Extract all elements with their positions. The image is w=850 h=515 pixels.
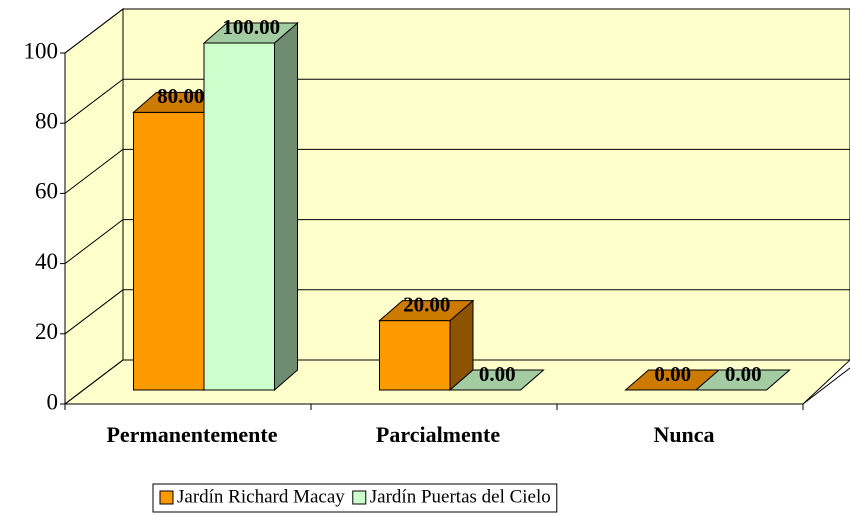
y-tick-label: 80 bbox=[35, 108, 58, 133]
floor-edge bbox=[802, 367, 850, 405]
legend: Jardín Richard Macay Jardín Puertas del C… bbox=[152, 483, 558, 513]
grid-line bbox=[64, 359, 850, 405]
bar-front bbox=[379, 320, 451, 391]
data-label: 0.00 bbox=[654, 362, 691, 386]
side-wall bbox=[64, 7, 124, 406]
bar-side bbox=[274, 21, 298, 392]
grid-line bbox=[64, 289, 850, 335]
legend-swatch bbox=[159, 490, 174, 505]
bar-top bbox=[378, 300, 475, 322]
bar-front bbox=[203, 42, 275, 391]
y-tick-label: 60 bbox=[35, 179, 58, 204]
legend-label: Jardín Puertas del Cielo bbox=[370, 486, 551, 507]
data-label: 80.00 bbox=[157, 84, 204, 108]
x-tick-label: Parcialmente bbox=[376, 422, 500, 447]
bar bbox=[378, 299, 475, 392]
grid-line bbox=[64, 8, 850, 54]
bar bbox=[448, 369, 545, 391]
y-tick-label: 100 bbox=[24, 38, 59, 63]
y-tick-label: 40 bbox=[35, 249, 58, 274]
bar-front bbox=[133, 111, 205, 391]
grid-line bbox=[64, 78, 850, 124]
bar bbox=[202, 21, 299, 392]
x-tick-label: Permanentemente bbox=[106, 422, 277, 447]
legend-label: Jardín Richard Macay bbox=[177, 486, 345, 507]
bar-top bbox=[448, 369, 545, 391]
plot: 80.00 20.00 0.00 100.00 0.00 0.00 bbox=[132, 15, 791, 392]
data-label: 0.00 bbox=[479, 362, 516, 386]
grid-line bbox=[64, 148, 850, 194]
bar-top bbox=[202, 22, 299, 44]
x-tick-label: Nunca bbox=[653, 422, 714, 447]
bar bbox=[694, 369, 791, 391]
data-label: 100.00 bbox=[222, 15, 280, 39]
bar-top bbox=[694, 369, 791, 391]
y-tick-label: 20 bbox=[35, 319, 58, 344]
y-tick-label: 0 bbox=[47, 389, 59, 414]
legend-swatch bbox=[352, 490, 367, 505]
data-label: 20.00 bbox=[403, 292, 450, 316]
grid-line bbox=[64, 219, 850, 264]
data-label: 0.00 bbox=[725, 362, 762, 386]
